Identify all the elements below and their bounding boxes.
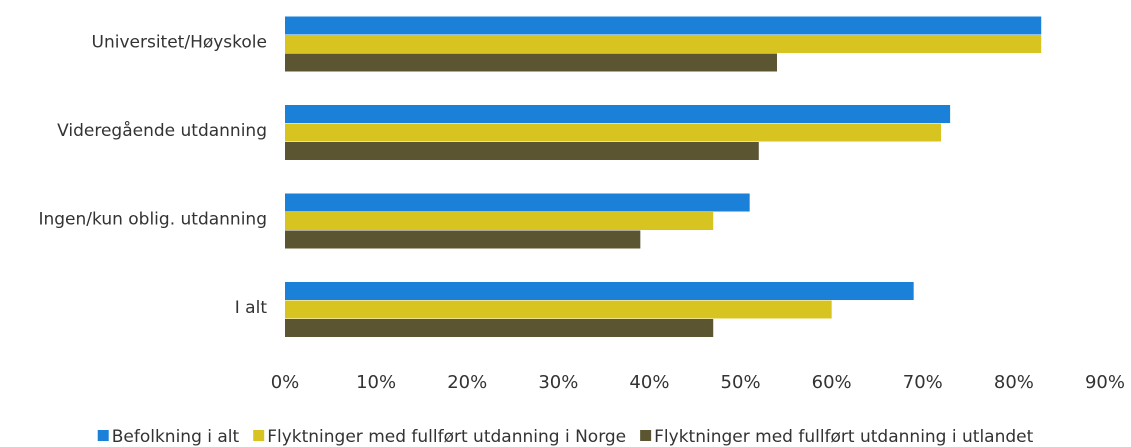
y-tick-label: Videregående utdanning	[57, 120, 267, 141]
bar	[285, 193, 750, 212]
legend-label: Flyktninger med fullført utdanning i utl…	[654, 427, 1033, 447]
bar	[285, 53, 777, 72]
bar	[285, 230, 641, 249]
y-tick-label: Ingen/kun oblig. utdanning	[38, 209, 267, 229]
legend-swatch	[97, 430, 109, 441]
y-tick-label: Universitet/Høyskole	[92, 32, 267, 52]
bar	[285, 35, 1042, 53]
x-tick-label: 60%	[812, 372, 852, 393]
x-tick-label: 10%	[356, 372, 396, 393]
bar	[285, 319, 714, 337]
legend-label: Flyktninger med fullført utdanning i Nor…	[267, 427, 626, 447]
bar	[285, 282, 914, 300]
x-tick-label: 20%	[447, 372, 487, 393]
legend-swatch	[253, 430, 265, 441]
x-tick-label: 80%	[994, 372, 1034, 393]
x-tick-label: 90%	[1085, 372, 1125, 393]
x-tick-label: 70%	[903, 372, 943, 393]
x-tick-label: 50%	[721, 372, 761, 393]
legend-swatch	[640, 430, 652, 441]
y-tick-label: I alt	[235, 298, 268, 318]
bar	[285, 212, 714, 230]
bar	[285, 105, 951, 123]
bar	[285, 16, 1042, 35]
x-tick-label: 30%	[538, 372, 578, 393]
legend-label: Befolkning i alt	[112, 427, 240, 447]
bar	[285, 300, 832, 319]
bar	[285, 123, 941, 142]
x-tick-label: 0%	[271, 372, 300, 393]
bar	[285, 142, 759, 160]
x-tick-label: 40%	[629, 372, 669, 393]
